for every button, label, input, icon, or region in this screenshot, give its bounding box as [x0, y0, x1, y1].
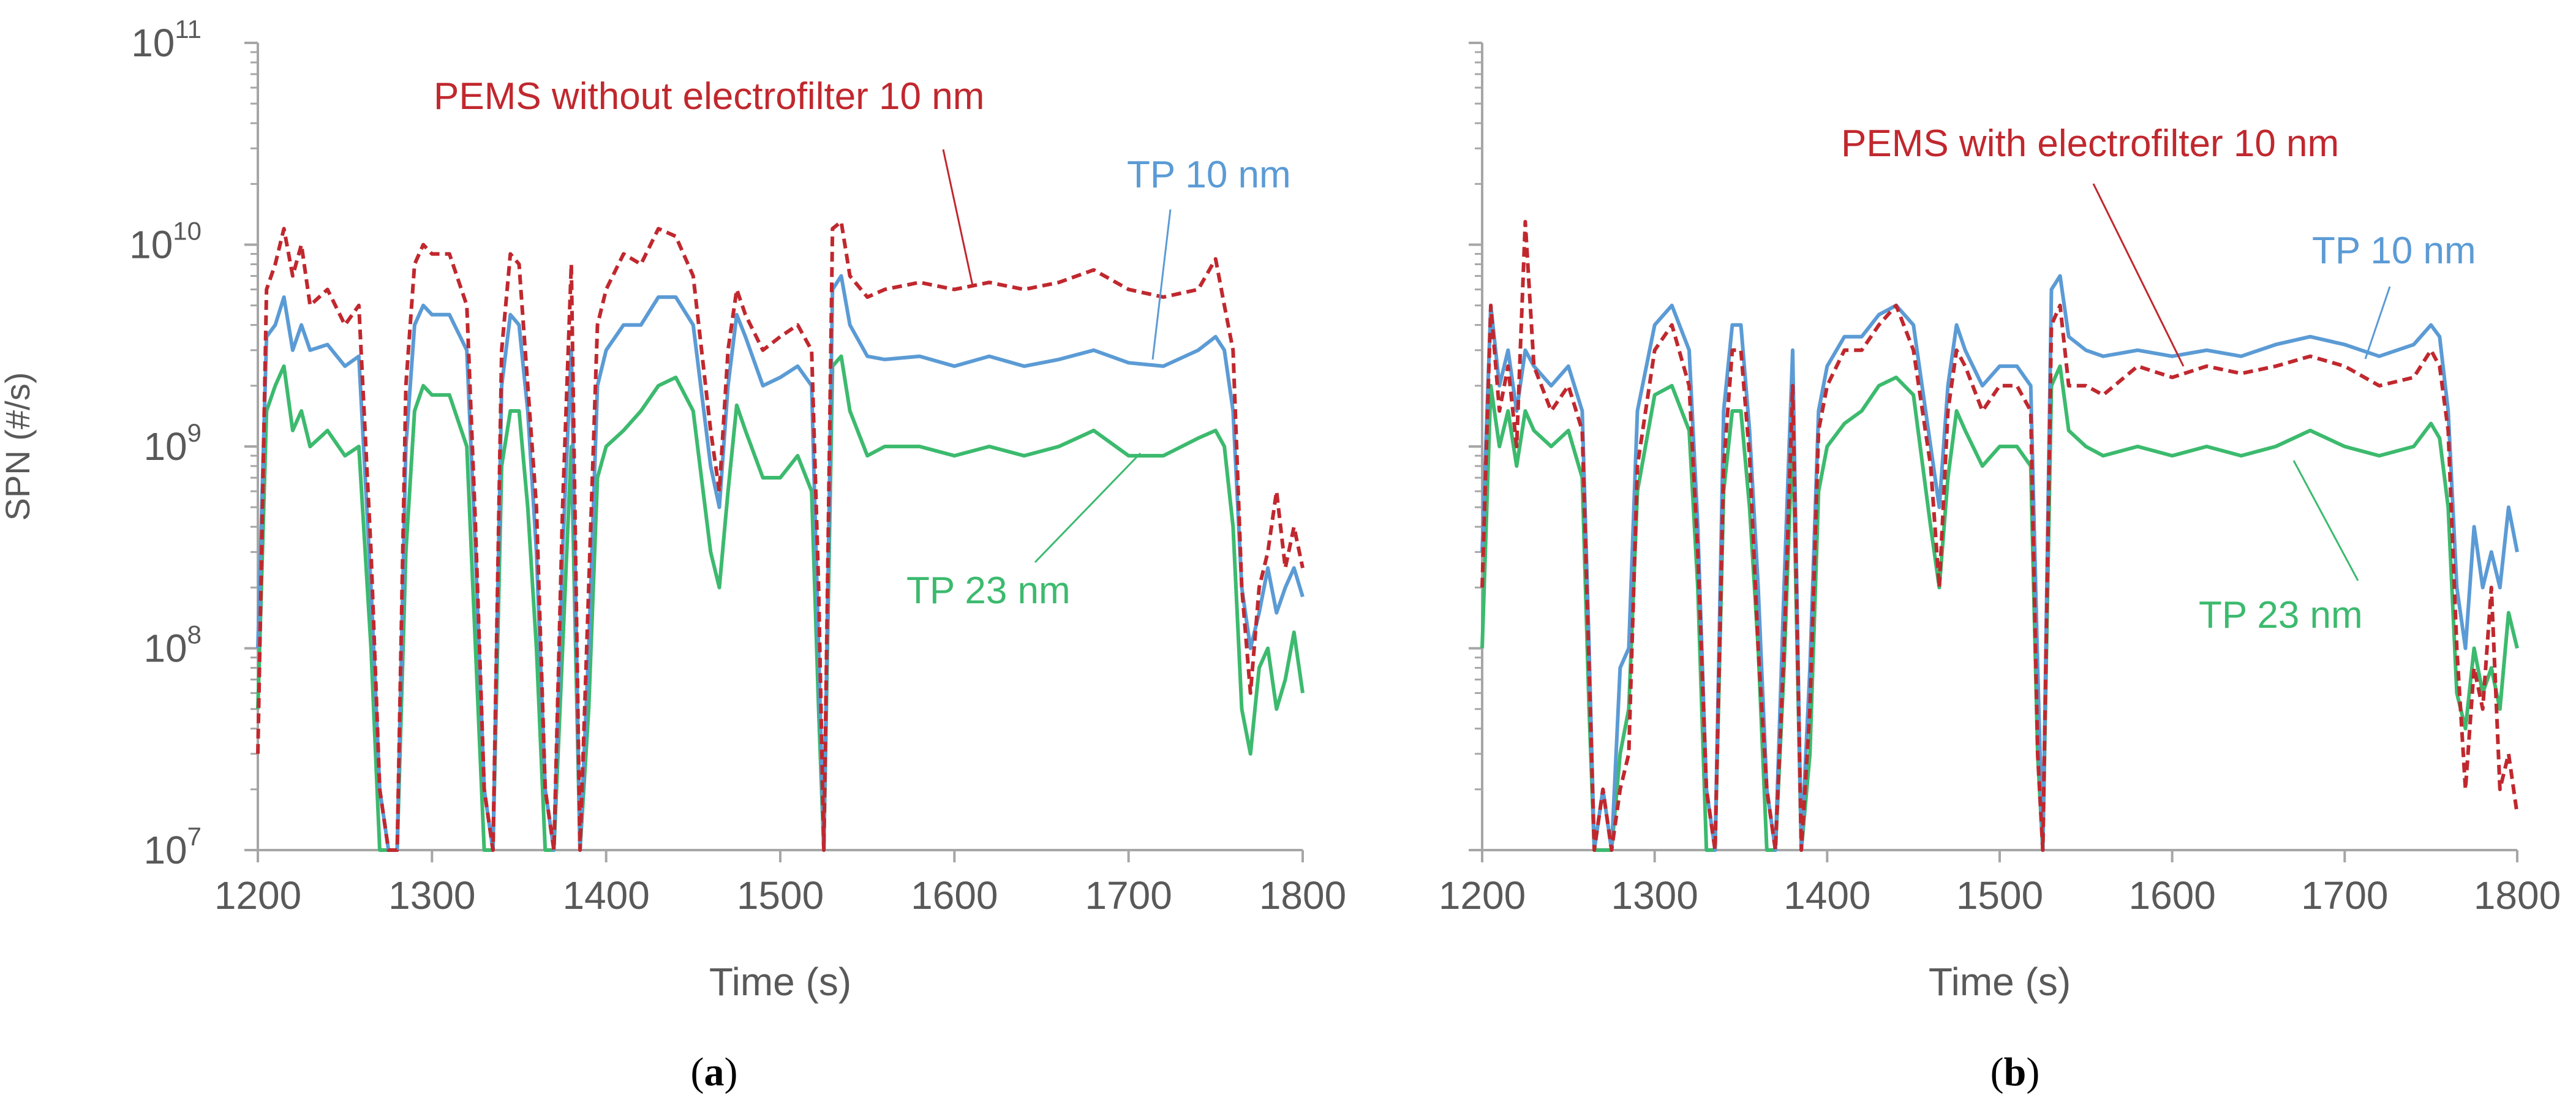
y-tick-base: 10: [129, 223, 173, 267]
x-tick-label: 1400: [1783, 873, 1870, 917]
series-line-tp23-b: [1480, 364, 2519, 852]
series-line-pems-a: [256, 220, 1305, 852]
x-tick-label: 1200: [214, 873, 301, 917]
series-line-tp23-a: [256, 354, 1305, 852]
x-ticks-b: 1200 1300 1400 1500 1600 1700 1800: [1439, 850, 2561, 917]
y-tick-exponent: 9: [187, 418, 201, 447]
x-tick-label: 1300: [388, 873, 475, 917]
chart-panel-a: 1200 1300 1400 1500 1600 1700 1800 10710810910…: [0, 15, 1346, 1094]
x-axis-label-b: Time (s): [1929, 960, 2071, 1004]
panel-caption-a: (a): [691, 1050, 738, 1094]
annotation-pems-with-electrofilter: PEMS with electrofilter 10 nm: [1841, 122, 2339, 165]
annotation-tp23-a: TP 23 nm: [906, 570, 1071, 612]
panel-caption-letter-b: b: [2004, 1050, 2027, 1094]
series-layer-b: [1480, 220, 2519, 852]
annotation-tp23-b: TP 23 nm: [2199, 594, 2363, 636]
leader-tp23-a: [1034, 452, 1142, 563]
x-tick-label: 1800: [1259, 873, 1346, 917]
x-tick-label: 1700: [1085, 873, 1172, 917]
y-tick-label: 107: [143, 822, 201, 872]
series-layer-a: [256, 220, 1305, 852]
leader-pems-b: [2092, 183, 2185, 367]
y-tick-base: 10: [131, 21, 175, 65]
y-tick-exponent: 11: [175, 15, 201, 43]
annotation-pems-without-electrofilter: PEMS without electrofilter 10 nm: [434, 75, 984, 118]
leader-tp10-a: [1151, 209, 1172, 360]
annotation-tp10-b: TP 10 nm: [2312, 230, 2476, 272]
y-tick-exponent: 7: [187, 822, 201, 851]
leader-tp10-b: [2364, 286, 2391, 360]
y-tick-label: 1010: [129, 217, 201, 267]
y-tick-base: 10: [143, 828, 187, 872]
y-tick-label: 108: [143, 620, 201, 671]
annotation-tp10-a: TP 10 nm: [1127, 154, 1291, 196]
minor-ticks-b: [1475, 51, 1482, 791]
series-line-pems-b: [1480, 220, 2519, 852]
x-tick-label: 1600: [2128, 873, 2215, 917]
x-tick-label: 1600: [911, 873, 998, 917]
leader-tp23-b: [2292, 460, 2359, 581]
x-tick-label: 1400: [562, 873, 649, 917]
x-tick-label: 1200: [1439, 873, 1526, 917]
x-tick-label: 1800: [2474, 873, 2561, 917]
x-axis-label-a: Time (s): [709, 960, 851, 1004]
minor-ticks-a: [250, 51, 258, 791]
x-tick-label: 1500: [1956, 873, 2043, 917]
x-tick-label: 1500: [737, 873, 824, 917]
y-ticks-b: [1469, 42, 1482, 851]
panel-caption-letter-a: a: [704, 1050, 725, 1094]
series-line-tp10-b: [1480, 274, 2519, 852]
chart-panel-b: 1200 1300 1400 1500 1600 1700 1800 Time (s) PE…: [1439, 42, 2561, 1094]
y-tick-base: 10: [143, 627, 187, 671]
panel-caption-b: (b): [1990, 1050, 2040, 1094]
x-ticks-a: 1200 1300 1400 1500 1600 1700 1800: [214, 850, 1346, 917]
series-line-tp10-a: [256, 274, 1305, 852]
y-tick-label: 1011: [131, 15, 201, 65]
y-tick-exponent: 8: [187, 620, 201, 649]
y-tick-label: 109: [143, 418, 201, 469]
y-tick-exponent: 10: [173, 217, 201, 246]
leader-pems-a: [942, 149, 974, 286]
y-axis-label: SPN (#/s): [0, 372, 37, 521]
x-tick-label: 1700: [2301, 873, 2388, 917]
y-tick-base: 10: [143, 424, 187, 469]
x-tick-label: 1300: [1611, 873, 1698, 917]
